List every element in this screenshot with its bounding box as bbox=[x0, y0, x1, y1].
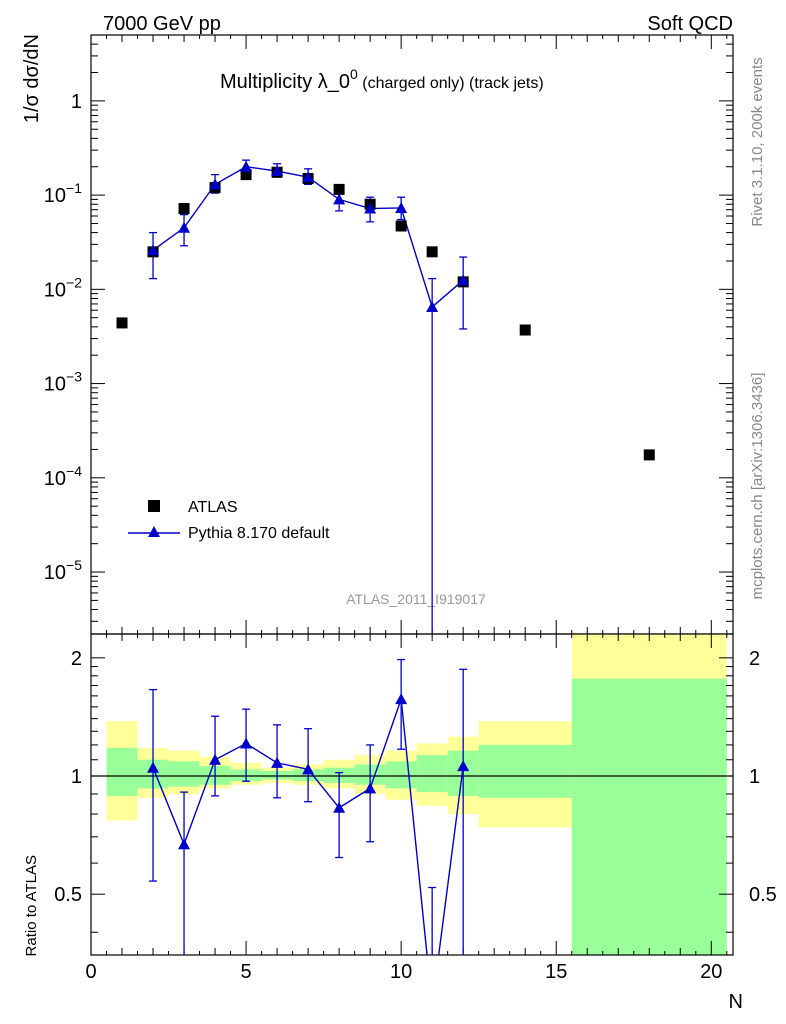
ratio-band-green-13 bbox=[571, 678, 727, 955]
y-tick-label: 10−5 bbox=[44, 557, 82, 584]
ratio-frame bbox=[90, 633, 734, 956]
atlas-point bbox=[426, 246, 438, 258]
legend-atlas-label: ATLAS bbox=[188, 499, 238, 516]
x-tick-label: 0 bbox=[85, 961, 96, 983]
pythia-point bbox=[209, 178, 222, 190]
atlas-point bbox=[333, 183, 345, 195]
legend-pythia-label: Pythia 8.170 default bbox=[188, 525, 330, 542]
ratio-y-tick-label-right: 0.5 bbox=[749, 884, 777, 906]
energy-label: 7000 GeV pp bbox=[103, 13, 221, 35]
ratio-y-tick-label: 0.5 bbox=[54, 884, 82, 906]
x-tick-label: 15 bbox=[545, 961, 567, 983]
y-tick-label: 1 bbox=[71, 91, 82, 113]
ratio-point bbox=[457, 760, 470, 772]
ratio-y-tick-label: 1 bbox=[71, 766, 82, 788]
legend-pythia-marker bbox=[148, 526, 160, 537]
y-tick-label: 10−1 bbox=[44, 180, 82, 207]
y-tick-label: 10−2 bbox=[44, 274, 82, 301]
mcplots-label: mcplots.cern.ch [arXiv:1306.3436] bbox=[749, 373, 766, 600]
ratio-y-tick-label-right: 2 bbox=[749, 648, 760, 670]
legend: ATLAS Pythia 8.170 default bbox=[128, 499, 330, 542]
atlas-point bbox=[519, 324, 531, 336]
atlas-point bbox=[240, 169, 252, 181]
pythia-point bbox=[271, 165, 284, 177]
ratio-point bbox=[147, 761, 160, 773]
y-tick-label: 10−4 bbox=[44, 463, 82, 490]
ratio-point bbox=[240, 737, 253, 749]
pythia-point bbox=[240, 160, 253, 172]
y-tick-label: 10−3 bbox=[44, 369, 82, 396]
ratio-point bbox=[302, 763, 315, 775]
ratio-band-green-2 bbox=[168, 761, 200, 787]
ratio-y-axis-label: Ratio to ATLAS bbox=[23, 855, 40, 956]
x-axis-label: N bbox=[729, 991, 743, 1013]
rivet-label: Rivet 3.1.10, 200k events bbox=[749, 57, 766, 226]
ratio-point bbox=[395, 693, 408, 705]
analysis-label: ATLAS_2011_I919017 bbox=[346, 591, 486, 607]
ratio-plot: 0 5 10 15 20 0.5 0.5 1 1 2 2 bbox=[54, 633, 777, 983]
y-axis-label: 1/σ dσ/dN bbox=[21, 34, 43, 123]
pythia-point bbox=[364, 202, 377, 214]
pythia-point bbox=[395, 201, 408, 213]
main-frame bbox=[90, 34, 734, 635]
atlas-point bbox=[643, 449, 655, 461]
ratio-point bbox=[271, 756, 284, 768]
pythia-point bbox=[178, 221, 191, 233]
pythia-point bbox=[147, 244, 160, 256]
ratio-point bbox=[209, 753, 222, 765]
x-tick-label: 20 bbox=[700, 961, 722, 983]
atlas-point bbox=[178, 203, 190, 215]
x-tick-label: 5 bbox=[241, 961, 252, 983]
ratio-band-green-0 bbox=[106, 747, 138, 796]
process-label: Soft QCD bbox=[647, 13, 733, 35]
x-tick-label: 10 bbox=[390, 961, 412, 983]
ratio-band-green-10 bbox=[416, 755, 448, 793]
ratio-point bbox=[178, 838, 191, 850]
plot-title: Multiplicity λ_00 (charged only) (track … bbox=[220, 66, 544, 93]
pythia-point bbox=[426, 300, 439, 312]
ratio-y-tick-label-right: 1 bbox=[749, 766, 760, 788]
legend-atlas-marker bbox=[148, 500, 160, 512]
atlas-point bbox=[395, 220, 407, 232]
ratio-band-green-9 bbox=[385, 761, 417, 789]
atlas-point bbox=[116, 317, 128, 329]
ratio-y-tick-label: 2 bbox=[71, 648, 82, 670]
pythia-point bbox=[333, 193, 346, 205]
ratio-point bbox=[364, 782, 377, 794]
ratio-band-green-12 bbox=[478, 744, 572, 798]
main-plot: 1 10−1 10−2 10−3 10−4 10−5 bbox=[44, 34, 734, 635]
pythia-line bbox=[152, 166, 464, 309]
pythia-point bbox=[457, 274, 470, 286]
ratio-point bbox=[333, 801, 346, 813]
pythia-point bbox=[302, 171, 315, 183]
